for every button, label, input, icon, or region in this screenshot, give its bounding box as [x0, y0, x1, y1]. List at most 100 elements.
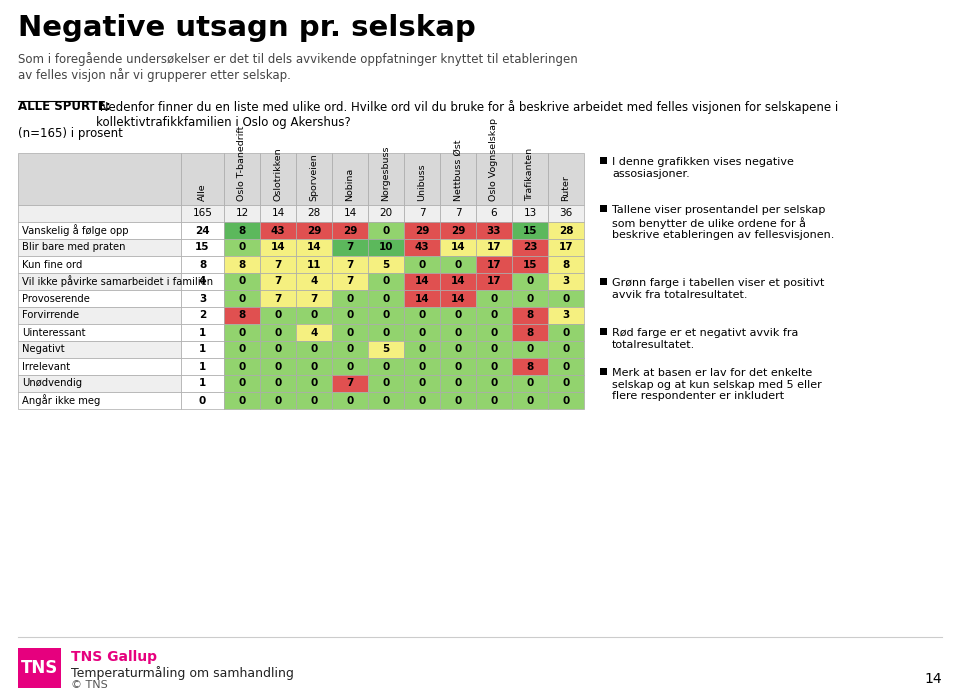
Bar — [440, 290, 476, 307]
Bar — [368, 290, 404, 307]
Text: 7: 7 — [347, 378, 353, 389]
Bar — [224, 273, 260, 290]
Text: 4: 4 — [199, 277, 206, 287]
Text: 0: 0 — [310, 361, 318, 371]
Bar — [260, 341, 296, 358]
Bar — [512, 358, 548, 375]
Text: 1: 1 — [199, 378, 206, 389]
Bar — [224, 222, 260, 239]
Text: 0: 0 — [199, 396, 206, 405]
Bar — [224, 392, 260, 409]
Text: 11: 11 — [307, 259, 322, 270]
Bar — [404, 341, 440, 358]
Bar — [476, 205, 512, 222]
Bar — [296, 392, 332, 409]
Bar — [296, 273, 332, 290]
Text: 0: 0 — [563, 328, 569, 338]
Text: 24: 24 — [195, 226, 210, 236]
Text: 29: 29 — [343, 226, 357, 236]
Bar — [332, 256, 368, 273]
Bar — [332, 307, 368, 324]
Text: I denne grafikken vises negative
assosiasjoner.: I denne grafikken vises negative assosia… — [612, 157, 794, 179]
Text: 8: 8 — [238, 310, 246, 321]
Text: Som i foregående undersøkelser er det til dels avvikende oppfatninger knyttet ti: Som i foregående undersøkelser er det ti… — [18, 52, 578, 82]
Text: 29: 29 — [307, 226, 322, 236]
Text: Merk at basen er lav for det enkelte
selskap og at kun selskap med 5 eller
flere: Merk at basen er lav for det enkelte sel… — [612, 368, 822, 401]
Text: Blir bare med praten: Blir bare med praten — [22, 243, 126, 252]
Bar — [548, 324, 584, 341]
Text: 0: 0 — [382, 294, 390, 303]
Text: 0: 0 — [419, 396, 425, 405]
Bar — [440, 222, 476, 239]
Bar — [512, 153, 548, 205]
Bar — [368, 324, 404, 341]
Text: 3: 3 — [563, 277, 569, 287]
Bar — [18, 153, 181, 205]
Text: Tallene viser prosentandel per selskap
som benytter de ulike ordene for å
beskri: Tallene viser prosentandel per selskap s… — [612, 205, 834, 240]
Text: 0: 0 — [454, 378, 462, 389]
Text: Unibuss: Unibuss — [418, 164, 426, 201]
Text: 0: 0 — [382, 328, 390, 338]
Bar — [404, 307, 440, 324]
Bar — [476, 375, 512, 392]
Bar — [224, 358, 260, 375]
Bar — [548, 222, 584, 239]
Bar — [512, 239, 548, 256]
Text: ALLE SPURTE:: ALLE SPURTE: — [18, 100, 110, 113]
Text: 0: 0 — [491, 328, 497, 338]
Text: 0: 0 — [491, 310, 497, 321]
Text: © TNS: © TNS — [71, 680, 108, 690]
Text: 0: 0 — [454, 361, 462, 371]
Text: 0: 0 — [347, 396, 353, 405]
Bar — [548, 341, 584, 358]
Bar — [18, 375, 181, 392]
Text: 43: 43 — [415, 243, 429, 252]
Bar — [18, 256, 181, 273]
Text: 4: 4 — [310, 277, 318, 287]
Text: Oslo Vognselskap: Oslo Vognselskap — [490, 118, 498, 201]
Bar — [368, 341, 404, 358]
Bar — [476, 273, 512, 290]
Text: 14: 14 — [924, 672, 942, 686]
Text: 7: 7 — [275, 294, 281, 303]
Bar — [181, 324, 224, 341]
Text: 0: 0 — [238, 294, 246, 303]
Text: 0: 0 — [275, 345, 281, 354]
Bar — [260, 375, 296, 392]
Text: 0: 0 — [238, 345, 246, 354]
Bar — [404, 239, 440, 256]
Text: Nettbuss Øst: Nettbuss Øst — [453, 140, 463, 201]
Bar — [181, 153, 224, 205]
Bar — [181, 307, 224, 324]
Text: 14: 14 — [415, 277, 429, 287]
Bar — [600, 368, 607, 375]
Text: Alle: Alle — [198, 183, 207, 201]
Text: 0: 0 — [491, 396, 497, 405]
Text: 0: 0 — [238, 361, 246, 371]
Text: 17: 17 — [487, 243, 501, 252]
Text: 0: 0 — [275, 310, 281, 321]
Text: 0: 0 — [238, 378, 246, 389]
Bar — [600, 205, 607, 212]
Text: Nobina: Nobina — [346, 168, 354, 201]
Bar — [296, 205, 332, 222]
Text: 0: 0 — [454, 328, 462, 338]
Bar — [512, 256, 548, 273]
Bar — [332, 290, 368, 307]
Text: 8: 8 — [526, 328, 534, 338]
Text: 7: 7 — [455, 208, 462, 219]
Text: 8: 8 — [526, 361, 534, 371]
Text: 0: 0 — [454, 310, 462, 321]
Bar — [548, 307, 584, 324]
Bar — [600, 157, 607, 164]
Bar — [368, 205, 404, 222]
Bar — [404, 324, 440, 341]
Bar — [368, 273, 404, 290]
Text: 0: 0 — [238, 396, 246, 405]
Bar — [404, 290, 440, 307]
Bar — [600, 328, 607, 335]
Bar — [332, 153, 368, 205]
Text: 0: 0 — [347, 328, 353, 338]
Bar — [332, 375, 368, 392]
Bar — [476, 290, 512, 307]
